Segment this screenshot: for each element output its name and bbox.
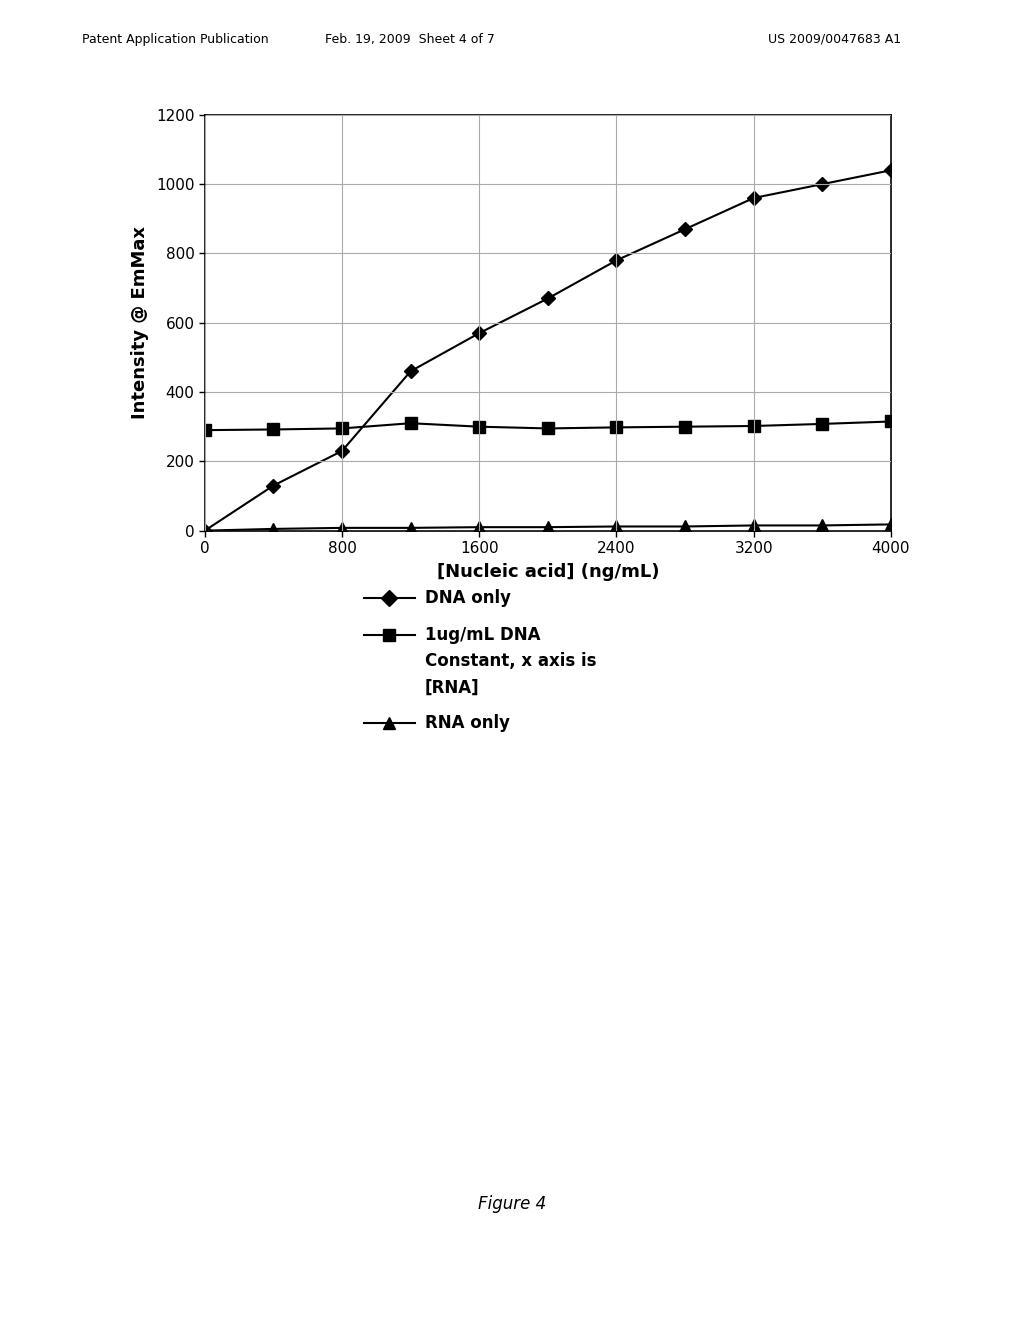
Text: Constant, x axis is: Constant, x axis is bbox=[425, 652, 596, 671]
Text: US 2009/0047683 A1: US 2009/0047683 A1 bbox=[768, 33, 901, 46]
X-axis label: [Nucleic acid] (ng/mL): [Nucleic acid] (ng/mL) bbox=[436, 564, 659, 581]
Text: 1ug/mL DNA: 1ug/mL DNA bbox=[425, 626, 541, 644]
Text: DNA only: DNA only bbox=[425, 589, 511, 607]
Text: Patent Application Publication: Patent Application Publication bbox=[82, 33, 268, 46]
Text: [RNA]: [RNA] bbox=[425, 678, 479, 697]
Y-axis label: Intensity @ EmMax: Intensity @ EmMax bbox=[131, 226, 148, 420]
Text: RNA only: RNA only bbox=[425, 714, 510, 733]
Text: Feb. 19, 2009  Sheet 4 of 7: Feb. 19, 2009 Sheet 4 of 7 bbox=[325, 33, 495, 46]
Text: Figure 4: Figure 4 bbox=[478, 1195, 546, 1213]
